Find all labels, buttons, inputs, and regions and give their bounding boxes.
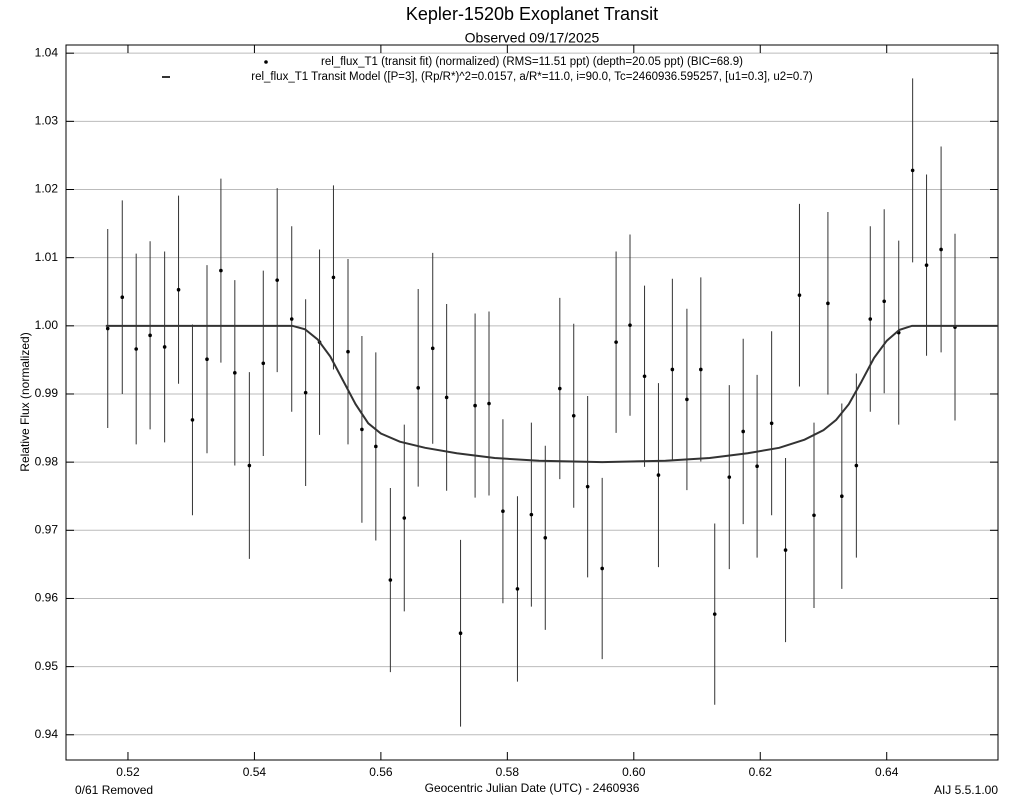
data-point (797, 293, 802, 297)
x-tick-label: 0.64 (875, 765, 899, 779)
data-point (515, 587, 520, 591)
data-point (910, 168, 915, 173)
y-tick-label: 0.95 (35, 659, 59, 673)
plot-frame (65, 44, 999, 761)
y-tick-label: 0.98 (35, 454, 59, 468)
data-point (783, 548, 788, 552)
data-point (558, 386, 562, 391)
data-point (416, 386, 420, 390)
data-point (388, 578, 393, 582)
data-point (487, 401, 491, 406)
data-point (134, 347, 138, 351)
data-point (741, 429, 745, 434)
y-tick-label: 1.04 (35, 45, 59, 59)
data-point (642, 374, 647, 379)
data-point (854, 463, 859, 468)
legend-label: rel_flux_T1 (transit fit) (normalized) (… (321, 56, 743, 68)
y-tick-label: 0.99 (35, 386, 59, 400)
y-tick-label: 0.97 (35, 522, 59, 536)
data-point (303, 390, 308, 395)
data-point (473, 403, 477, 408)
data-point (430, 346, 435, 351)
data-point (233, 371, 237, 375)
data-point (628, 323, 632, 327)
x-tick-label: 0.58 (496, 765, 520, 779)
data-point (247, 463, 252, 468)
x-tick-label: 0.62 (749, 765, 773, 779)
y-tick-label: 1.02 (35, 182, 59, 196)
data-point (924, 263, 929, 267)
data-point (670, 367, 675, 372)
data-point (868, 317, 873, 321)
data-point (289, 317, 294, 321)
data-point (727, 475, 732, 479)
data-point (360, 427, 364, 432)
data-point (585, 484, 590, 489)
data-point (812, 513, 816, 518)
data-point (261, 361, 266, 366)
x-axis-label: Geocentric Julian Date (UTC) - 2460936 (425, 781, 640, 795)
data-point (571, 413, 576, 418)
data-point (769, 421, 774, 426)
data-point (614, 340, 618, 344)
chart-title: Kepler-1520b Exoplanet Transit (406, 4, 658, 24)
data-point (346, 349, 350, 354)
data-point (444, 395, 449, 400)
data-point (402, 516, 407, 520)
data-point (331, 275, 336, 280)
data-point (105, 326, 110, 331)
legend-label: rel_flux_T1 Transit Model ([P=3], (Rp/R*… (251, 71, 813, 83)
model-line (105, 324, 998, 464)
data-point (699, 367, 703, 372)
data-point (656, 473, 661, 477)
data-point (840, 494, 844, 499)
data-point (219, 268, 223, 273)
y-tick-label: 1.03 (35, 114, 59, 128)
data-point (755, 464, 759, 469)
x-tick-label: 0.60 (622, 765, 646, 779)
data-point (458, 631, 463, 636)
data-point (148, 333, 152, 338)
legend-swatch (264, 60, 268, 64)
data-point (501, 509, 505, 514)
removed-note: 0/61 Removed (75, 783, 153, 797)
y-tick-label: 1.00 (35, 318, 59, 332)
data-point (176, 287, 181, 292)
data-point (882, 299, 886, 304)
data-point (205, 357, 209, 362)
y-axis-label: Relative Flux (normalized) (18, 332, 32, 471)
data-point (190, 418, 195, 422)
y-tick-label: 0.96 (35, 591, 59, 605)
y-tick-label: 1.01 (35, 250, 59, 264)
data-point (529, 512, 534, 517)
chart-subtitle: Observed 09/17/2025 (465, 30, 600, 46)
data-point (600, 566, 604, 571)
data-point (939, 247, 943, 252)
y-tick-label: 0.94 (35, 727, 59, 741)
version-note: AIJ 5.5.1.00 (934, 783, 998, 797)
data-point (712, 612, 717, 616)
data-point (162, 345, 167, 349)
data-point (543, 535, 548, 540)
data-point (685, 397, 689, 402)
data-point (826, 301, 830, 306)
data-point (120, 295, 125, 299)
x-tick-label: 0.52 (116, 765, 140, 779)
x-tick-label: 0.54 (243, 765, 267, 779)
data-point (275, 278, 279, 282)
x-tick-label: 0.56 (369, 765, 393, 779)
data-point (374, 444, 378, 449)
